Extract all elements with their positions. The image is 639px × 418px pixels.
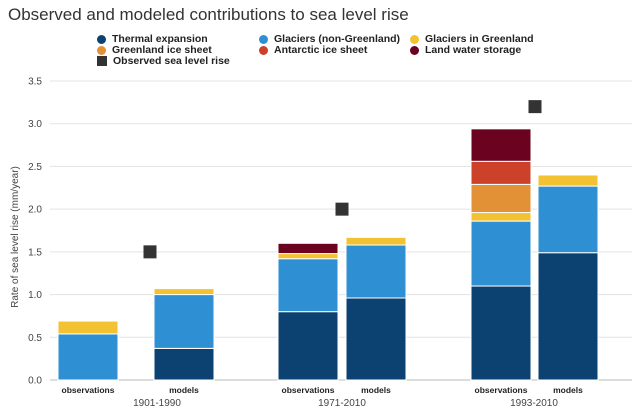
chart-title: Observed and modeled contributions to se… xyxy=(8,5,409,24)
bar-segment-thermal xyxy=(537,252,599,381)
observed-marker xyxy=(143,245,157,259)
legend-item-thermal: Thermal expansion xyxy=(97,33,208,45)
bar-segment-glaciers_g xyxy=(470,212,532,222)
legend-swatch-observed xyxy=(97,56,107,66)
legend: Thermal expansion Glaciers (non-Greenlan… xyxy=(0,0,639,70)
y-axis-label: Rate of sea level rise (mm/year) xyxy=(10,166,21,308)
bar-segment-thermal xyxy=(470,285,532,381)
y-tick-label: 1.0 xyxy=(28,290,42,301)
legend-swatch-greenland-ice xyxy=(97,45,106,55)
bar-segment-glaciers_g xyxy=(153,288,215,296)
legend-item-land-water: Land water storage xyxy=(410,44,521,56)
bar-segment-thermal xyxy=(345,297,407,381)
legend-item-glaciers-greenland: Glaciers in Greenland xyxy=(410,33,534,45)
bar-segment-glaciers_ng xyxy=(57,333,119,381)
bar-category-label: models xyxy=(553,385,583,395)
bar-segment-glaciers_g xyxy=(277,253,339,260)
bar-category-label: models xyxy=(169,385,199,395)
legend-label-greenland-ice: Greenland ice sheet xyxy=(112,44,212,56)
y-tick-label: 3.5 xyxy=(28,77,42,88)
legend-item-greenland-ice: Greenland ice sheet xyxy=(97,44,212,56)
group-label: 1993-2010 xyxy=(510,398,558,409)
bar-segment-thermal xyxy=(277,311,339,381)
legend-label-land-water: Land water storage xyxy=(425,44,522,56)
group-label: 1901-1990 xyxy=(133,398,181,409)
bar-category-label: observations xyxy=(475,385,528,395)
bar-segment-glaciers_ng xyxy=(470,220,532,287)
bar-segment-glaciers_ng xyxy=(153,294,215,349)
legend-label-thermal: Thermal expansion xyxy=(112,33,208,45)
bar-segment-greenland xyxy=(470,183,532,214)
legend-swatch-thermal xyxy=(97,34,106,44)
y-tick-label: 0.0 xyxy=(28,376,42,387)
y-tick-label: 2.5 xyxy=(28,162,42,173)
legend-label-glaciers-greenland: Glaciers in Greenland xyxy=(425,33,534,45)
legend-label-observed: Observed sea level rise xyxy=(113,55,230,67)
y-tick-label: 0.5 xyxy=(28,333,42,344)
bar-segment-glaciers_ng xyxy=(537,185,599,254)
bar-category-label: observations xyxy=(62,385,115,395)
axis-labels: 0.0 0.5 1.0 1.5 2.0 2.5 3.0 3.5 observations mode… xyxy=(28,77,583,410)
group-label: 1971-2010 xyxy=(318,398,366,409)
bar-segment-glaciers_g xyxy=(537,174,599,187)
y-tick-label: 2.0 xyxy=(28,205,42,216)
bar-segment-land xyxy=(470,128,532,162)
bar-category-label: observations xyxy=(282,385,335,395)
legend-label-antarctic-ice: Antarctic ice sheet xyxy=(274,44,368,56)
legend-item-antarctic-ice: Antarctic ice sheet xyxy=(259,44,367,56)
bar-segment-antarctic xyxy=(470,160,532,185)
bar-segment-glaciers_ng xyxy=(277,258,339,313)
bar-segment-thermal xyxy=(153,347,215,381)
y-tick-label: 3.0 xyxy=(28,119,42,130)
legend-item-glaciers-non-greenland: Glaciers (non-Greenland) xyxy=(259,33,400,45)
y-tick-label: 1.5 xyxy=(28,247,42,258)
legend-swatch-glaciers-greenland xyxy=(410,34,419,44)
legend-swatch-land-water xyxy=(410,45,419,55)
legend-swatch-antarctic-ice xyxy=(259,45,268,55)
observed-marker xyxy=(528,100,542,114)
bar-segment-glaciers_g xyxy=(345,236,407,246)
observed-marker xyxy=(335,202,349,216)
bar-category-label: models xyxy=(361,385,391,395)
bars xyxy=(57,128,599,381)
observed-markers xyxy=(143,100,542,259)
bar-segment-glaciers_ng xyxy=(345,244,407,299)
legend-swatch-glaciers-non-greenland xyxy=(259,34,268,44)
bar-segment-land xyxy=(277,242,339,255)
bar-segment-glaciers_g xyxy=(57,320,119,335)
legend-label-glaciers-non-greenland: Glaciers (non-Greenland) xyxy=(274,33,401,45)
legend-item-observed: Observed sea level rise xyxy=(97,55,230,67)
